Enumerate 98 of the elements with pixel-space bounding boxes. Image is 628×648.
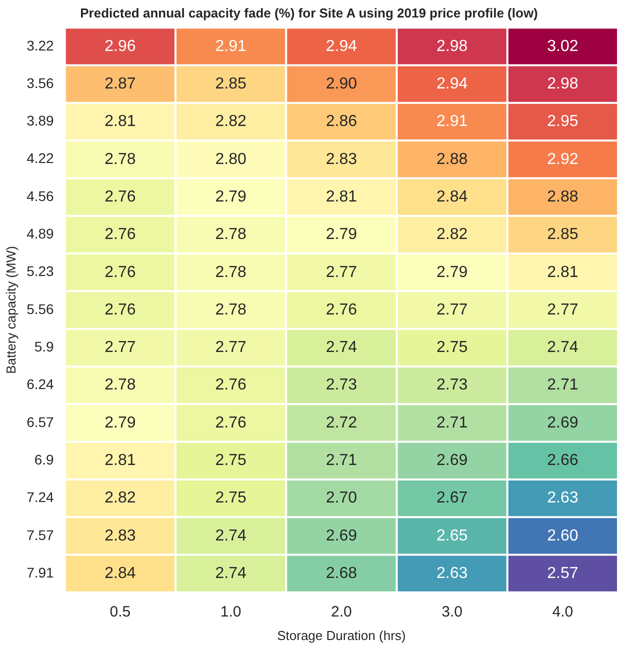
data-label: 2.71	[436, 414, 468, 432]
data-label: 2.78	[104, 376, 136, 394]
data-label: 2.72	[326, 414, 358, 432]
data-label: 2.79	[104, 414, 136, 432]
y-tick-label: 7.57	[26, 526, 54, 543]
data-label: 2.77	[326, 264, 358, 281]
data-label: 2.83	[326, 150, 358, 168]
data-label: 2.85	[547, 226, 578, 244]
y-tick-label: 5.23	[26, 263, 54, 280]
y-tick-label: 4.89	[26, 226, 54, 242]
data-label: 2.84	[104, 564, 136, 582]
x-tick-label: 2.0	[330, 604, 352, 621]
data-label: 2.60	[547, 527, 578, 544]
y-tick-label: 3.89	[26, 112, 54, 129]
data-label: 2.98	[436, 38, 468, 55]
y-tick-label: 6.9	[34, 451, 54, 468]
data-label: 2.75	[436, 339, 468, 356]
data-label: 2.76	[104, 188, 136, 206]
y-tick-label: 6.57	[26, 414, 54, 430]
data-label: 2.85	[215, 75, 246, 92]
y-tick-label: 6.24	[26, 376, 54, 392]
y-tick-label: 4.22	[26, 150, 54, 166]
data-label: 2.57	[547, 564, 578, 582]
data-label: 2.82	[436, 226, 468, 244]
data-label: 2.91	[436, 113, 468, 130]
x-tick-label: 0.5	[110, 604, 131, 621]
data-label: 2.98	[547, 75, 578, 92]
data-label: 2.70	[326, 490, 358, 507]
data-label: 2.77	[547, 301, 578, 318]
data-label: 2.66	[547, 452, 578, 470]
data-label: 2.86	[326, 113, 358, 130]
data-label: 2.63	[436, 564, 468, 582]
data-label: 2.71	[547, 376, 578, 394]
data-label: 2.87	[104, 75, 136, 92]
data-label: 2.73	[326, 376, 358, 394]
y-tick-label: 5.56	[26, 300, 54, 317]
data-label: 2.94	[436, 75, 468, 92]
data-label: 2.96	[104, 38, 136, 55]
data-label: 2.76	[215, 414, 246, 432]
data-label: 2.77	[436, 301, 468, 318]
data-label: 2.76	[104, 264, 136, 281]
data-label: 2.78	[215, 301, 246, 318]
y-tick-label: 4.56	[26, 188, 54, 204]
data-label: 2.83	[104, 527, 136, 544]
y-tick-label: 5.9	[34, 338, 54, 355]
data-label: 2.79	[326, 226, 358, 244]
x-axis-title: Storage Duration (hrs)	[277, 628, 406, 643]
data-label: 2.81	[104, 113, 136, 130]
data-label: 2.69	[326, 527, 358, 544]
data-label: 2.74	[215, 564, 246, 582]
data-label: 2.75	[215, 452, 246, 470]
data-label: 2.76	[104, 226, 136, 244]
x-tick-label: 1.0	[220, 604, 242, 621]
data-label: 2.73	[436, 376, 468, 394]
data-label: 2.77	[215, 339, 246, 356]
data-label: 2.74	[326, 339, 358, 356]
data-label: 2.82	[104, 490, 136, 507]
x-tick-label: 3.0	[442, 604, 462, 621]
data-label: 2.82	[215, 113, 246, 130]
data-label: 2.92	[547, 150, 578, 168]
data-label: 2.68	[326, 564, 358, 582]
data-label: 2.81	[547, 264, 578, 281]
data-label: 2.67	[436, 490, 468, 507]
data-label: 2.77	[104, 339, 136, 356]
data-label: 2.78	[215, 264, 246, 281]
data-label: 2.81	[104, 452, 136, 470]
data-label: 2.80	[215, 150, 246, 168]
data-label: 2.79	[436, 264, 468, 281]
chart-title: Predicted annual capacity fade (%) for Site A using 2019 price profile (low)	[80, 5, 538, 20]
data-label: 2.88	[436, 150, 468, 168]
data-label: 2.94	[326, 38, 358, 55]
data-label: 2.78	[104, 150, 136, 168]
x-tick-label: 4.0	[552, 604, 574, 621]
data-label: 2.65	[436, 527, 468, 544]
y-tick-label: 7.24	[26, 489, 54, 506]
data-label: 2.75	[215, 490, 246, 507]
data-label: 2.84	[436, 188, 468, 206]
data-label: 3.02	[547, 38, 578, 55]
data-label: 2.63	[547, 490, 578, 507]
data-label: 2.81	[326, 188, 358, 206]
data-label: 2.71	[326, 452, 358, 470]
data-label: 2.76	[104, 301, 136, 318]
data-label: 2.95	[547, 113, 578, 130]
data-label: 2.76	[215, 376, 246, 394]
y-tick-label: 7.91	[26, 564, 54, 580]
data-label: 2.88	[547, 188, 578, 206]
y-tick-label: 3.56	[26, 74, 54, 91]
data-label: 2.69	[436, 452, 468, 470]
data-label: 2.91	[215, 38, 246, 55]
data-label: 2.76	[326, 301, 358, 318]
y-tick-label: 3.22	[26, 37, 54, 54]
data-label: 2.78	[215, 226, 246, 244]
y-axis-title: Battery capacity (MW)	[3, 246, 18, 374]
data-label: 2.74	[547, 339, 578, 356]
data-label: 2.74	[215, 527, 246, 544]
data-label: 2.90	[326, 75, 358, 92]
data-label: 2.69	[547, 414, 578, 432]
data-label: 2.79	[215, 188, 246, 206]
